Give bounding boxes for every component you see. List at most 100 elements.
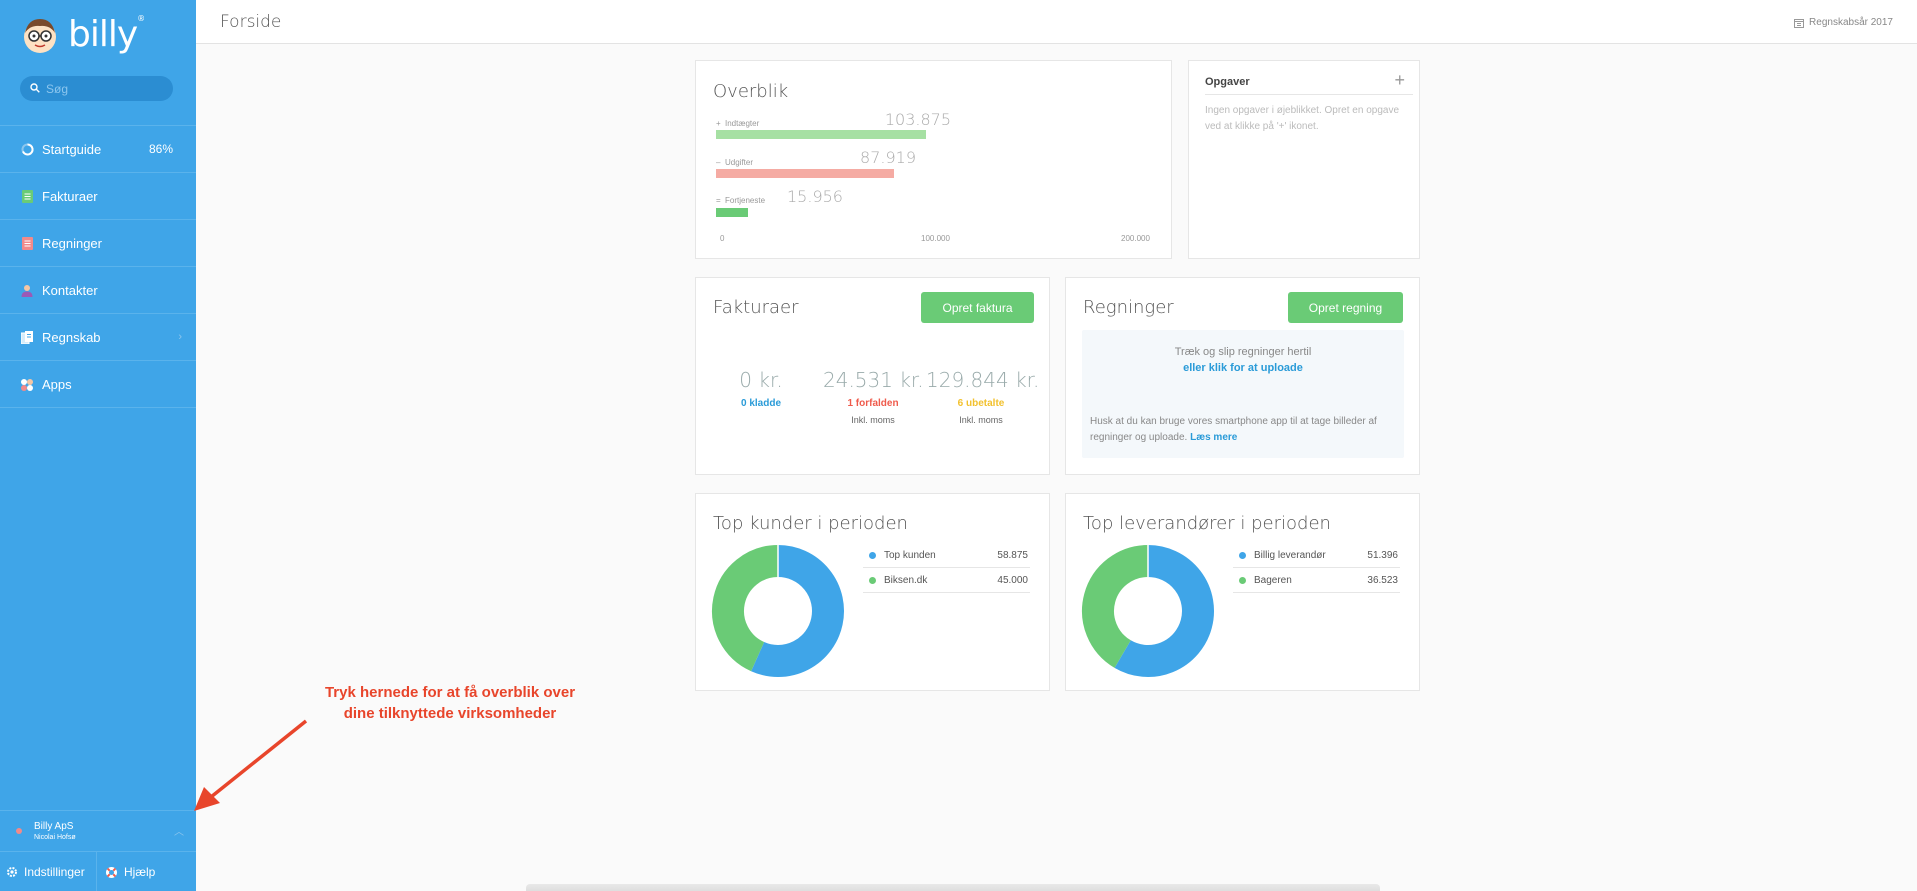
axis-tick: 200.000 [1121, 234, 1150, 243]
logo[interactable]: billy® [20, 14, 145, 55]
annotation-arrow-icon [194, 719, 308, 811]
bar-value: 87.919 [860, 148, 916, 167]
help-label: Hjælp [124, 865, 156, 879]
app-note: Husk at du kan bruge vores smartphone ap… [1090, 414, 1400, 446]
search-icon [30, 80, 40, 98]
sidebar-footer: Indstillinger Hjælp [0, 851, 196, 891]
legend-item[interactable]: Billig leverandør 51.396 [1233, 543, 1400, 568]
legend-name: Biksen.dk [884, 574, 928, 586]
chevron-up-icon: ︿ [174, 827, 184, 838]
invoices-title: Fakturaer [713, 297, 799, 318]
bar-value: 103.875 [884, 110, 951, 129]
sidebar-item-startguide[interactable]: Startguide 86% [0, 126, 196, 173]
top-suppliers-legend: Billig leverandør 51.396 Bageren 36.523 [1233, 543, 1400, 593]
startguide-progress: 86% [148, 142, 173, 156]
stat-sub: Inkl. moms [959, 415, 1003, 425]
sidebar-item-label: Startguide [42, 141, 102, 157]
bills-card: Regninger Opret regning Træk og slip reg… [1065, 277, 1420, 475]
upload-link[interactable]: eller klik for at uploade [1183, 362, 1303, 374]
sidebar-item-regninger[interactable]: Regninger [0, 220, 196, 267]
legend-dot-green [869, 576, 876, 584]
legend-item[interactable]: Biksen.dk 45.000 [863, 568, 1030, 593]
legend-value: 58.875 [997, 549, 1028, 561]
top-bar: Forside Regnskabsår 2017 [196, 0, 1917, 44]
donut-slice-2[interactable] [1082, 545, 1149, 668]
sidebar-item-fakturaer[interactable]: Fakturaer [0, 173, 196, 220]
bill-dropzone[interactable]: Træk og slip regninger hertil eller klik… [1082, 330, 1404, 458]
bar-label: Udgifter [725, 158, 754, 167]
axis-tick: 0 [720, 234, 725, 243]
organization-switcher[interactable]: Billy ApS Nicolai Hofsø ︿ [0, 810, 196, 850]
sidebar-item-label: Regninger [42, 235, 102, 251]
legend-dot-blue [869, 551, 876, 559]
stat-label: 0 kladde [740, 398, 782, 409]
legend-value: 45.000 [997, 574, 1028, 586]
donut-slice-1[interactable] [751, 545, 844, 677]
tasks-card: Opgaver + Ingen opgaver i øjeblikket. Op… [1188, 60, 1420, 259]
chevron-right-icon: › [178, 331, 182, 343]
dropzone-text: Træk og slip regninger hertil [1174, 346, 1312, 358]
legend-item[interactable]: Top kunden 58.875 [863, 543, 1030, 568]
invoices-card: Fakturaer Opret faktura 0 kr. 0 kladde 2… [695, 277, 1050, 475]
sidebar-item-apps[interactable]: Apps [0, 361, 196, 408]
fiscal-year-selector[interactable]: Regnskabsår 2017 [1794, 17, 1893, 28]
bar-profit [716, 208, 749, 217]
donut-slice-1[interactable] [1114, 545, 1214, 677]
org-logo-icon [16, 827, 22, 834]
contact-icon [20, 283, 34, 297]
sidebar-nav: Startguide 86% Fakturaer Regninger Konta… [0, 125, 196, 408]
invoice-stat-drafts[interactable]: 0 kr. 0 kladde [716, 368, 806, 409]
stat-sub: Inkl. moms [851, 415, 895, 425]
sidebar-item-kontakter[interactable]: Kontakter [0, 267, 196, 314]
annotation-line: Tryk hernede for at få overblik over [324, 684, 576, 701]
donut-slice-2[interactable] [712, 545, 779, 672]
top-customers-card: Top kunder i perioden Top kunden 58.875 … [695, 493, 1050, 691]
invoice-icon [20, 189, 34, 203]
org-user: Nicolai Hofsø [34, 833, 76, 841]
fiscal-year-label: Regnskabsår 2017 [1809, 17, 1893, 28]
legend-dot-blue [1239, 551, 1246, 559]
stat-value: 129.844 kr. [926, 368, 1040, 392]
top-suppliers-donut [1082, 545, 1214, 677]
create-invoice-button[interactable]: Opret faktura [921, 292, 1034, 323]
page-title: Forside [220, 12, 282, 32]
sidebar-item-regnskab[interactable]: Regnskab › [0, 314, 196, 361]
legend-item[interactable]: Bageren 36.523 [1233, 568, 1400, 593]
gear-icon [6, 866, 18, 878]
top-customers-donut [712, 545, 844, 677]
top-customers-legend: Top kunden 58.875 Biksen.dk 45.000 [863, 543, 1030, 593]
sidebar-item-label: Apps [42, 376, 72, 392]
logo-text: billy® [68, 14, 145, 55]
search-box[interactable] [20, 76, 173, 101]
legend-name: Billig leverandør [1254, 549, 1326, 561]
bottom-panel-edge [526, 884, 1380, 891]
billy-face-icon [20, 15, 60, 55]
annotation-line: dine tilknyttede virksomheder [343, 705, 557, 722]
axis-tick: 100.000 [921, 234, 950, 243]
settings-button[interactable]: Indstillinger [0, 852, 97, 891]
stat-label: 1 forfalden [847, 398, 899, 409]
add-task-button[interactable]: + [1394, 70, 1405, 90]
sidebar-item-label: Regnskab [42, 329, 101, 345]
search-input[interactable] [46, 81, 166, 96]
invoice-stat-overdue[interactable]: 24.531 kr. 1 forfalden Inkl. moms [823, 368, 924, 425]
help-button[interactable]: Hjælp [97, 852, 155, 891]
settings-label: Indstillinger [24, 865, 85, 879]
invoice-stat-unpaid[interactable]: 129.844 kr. 6 ubetalte Inkl. moms [926, 368, 1040, 425]
stat-value: 0 kr. [739, 368, 783, 392]
app-note-text: Husk at du kan bruge vores smartphone ap… [1090, 416, 1377, 443]
bills-title: Regninger [1083, 297, 1174, 318]
create-bill-button[interactable]: Opret regning [1288, 292, 1403, 323]
bar-expenses [716, 169, 895, 178]
legend-value: 36.523 [1367, 574, 1398, 586]
overview-title: Overblik [713, 81, 789, 102]
org-name: Billy ApS [34, 820, 74, 832]
ledger-icon [20, 330, 34, 344]
legend-value: 51.396 [1367, 549, 1398, 561]
lifebuoy-icon [105, 866, 118, 879]
sidebar-item-label: Kontakter [42, 282, 98, 298]
read-more-link[interactable]: Læs mere [1190, 432, 1238, 443]
overview-card: Overblik + Indtægter 103.875 – Udgifter … [695, 60, 1172, 259]
legend-name: Bageren [1254, 574, 1292, 586]
sidebar: billy® Startguide 86% Fakturaer Regninge… [0, 0, 196, 891]
